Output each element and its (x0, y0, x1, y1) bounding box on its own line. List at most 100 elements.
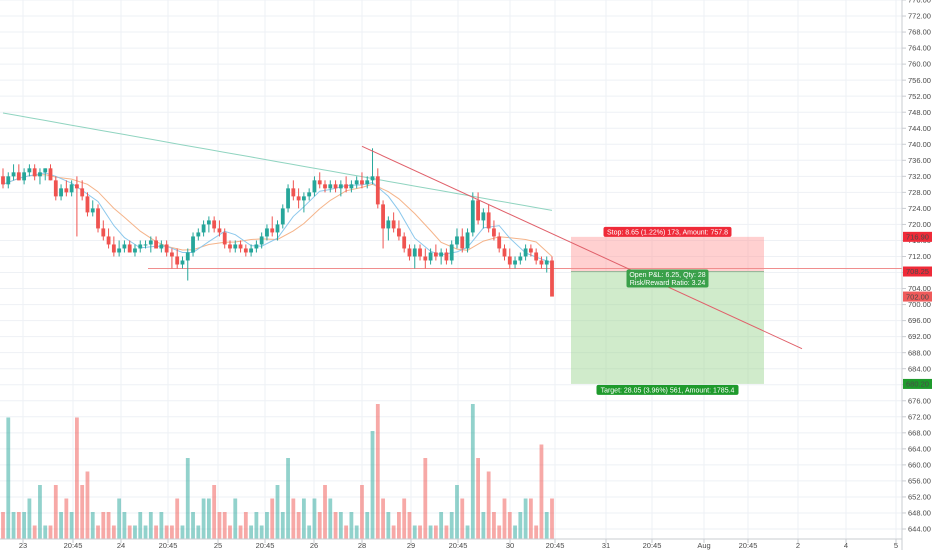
candle-body (344, 184, 349, 189)
volume-bar (354, 525, 359, 539)
candle-body (127, 244, 132, 253)
volume-bar (492, 512, 496, 539)
price-tick-label: 740.00 (908, 140, 931, 149)
pnl-label: Open P&L: 6.25, Qty: 28 (629, 272, 705, 279)
candle-body (175, 256, 180, 265)
candle-body (275, 224, 280, 233)
volume-bar (375, 404, 380, 539)
time-tick-label: 26 (310, 541, 318, 550)
volume-bar (53, 485, 58, 539)
price-tick-label: 664.00 (908, 444, 931, 453)
volume-bar (323, 485, 327, 539)
candle-body (544, 260, 549, 265)
candle-body (507, 256, 512, 265)
candle-body (407, 248, 412, 257)
time-tick-label: 20:45 (546, 541, 565, 550)
candle-body (492, 228, 496, 237)
candle-body (53, 180, 58, 197)
price-tick-label: 736.00 (908, 156, 931, 165)
price-tick-label: 688.00 (908, 348, 931, 357)
price-tick-label: 728.00 (908, 188, 931, 197)
time-tick-label: 29 (407, 541, 415, 550)
short-position-tool[interactable] (571, 236, 764, 384)
volume-bar (16, 512, 21, 539)
target-label: Target: 28.05 (3.96%) 561, Amount: 1785.… (601, 387, 735, 394)
candle-body (375, 176, 380, 205)
candle-body (27, 168, 32, 173)
volume-bar (301, 498, 306, 539)
moving-average-line (2, 112, 553, 211)
candle-body (48, 168, 53, 181)
volume-bar (170, 525, 174, 539)
stop-price-tag (903, 231, 932, 242)
volume-bar (428, 525, 433, 539)
candle-body (228, 244, 232, 249)
volume-bar (259, 525, 264, 539)
volume-bar (550, 498, 554, 539)
volume-bar (455, 485, 459, 539)
time-tick-label: 23 (19, 541, 27, 550)
candle-body (259, 236, 264, 245)
candle-body (349, 184, 354, 189)
volume-bar (317, 512, 322, 539)
price-tick-label: 724.00 (908, 204, 931, 213)
volume-bar (486, 471, 491, 539)
candle-body (254, 244, 259, 249)
volume-bar (433, 525, 438, 539)
candle-body (111, 244, 116, 253)
candle-body (333, 184, 338, 189)
candle-body (449, 244, 454, 261)
volume-bar (386, 512, 391, 539)
price-tick-label: 748.00 (908, 108, 931, 117)
candle-body (317, 180, 322, 185)
candle-body (133, 248, 137, 253)
volume-bar (101, 512, 106, 539)
candle-body (354, 180, 359, 185)
candle-body (486, 212, 491, 229)
candle-body (323, 184, 327, 189)
price-tick-label: 720.00 (908, 220, 931, 229)
time-tick-label: 20:45 (643, 541, 662, 550)
candle-body (534, 252, 539, 261)
candle-body (381, 204, 385, 229)
price-tick-label: 684.00 (908, 364, 931, 373)
price-tick-label: 652.00 (908, 493, 931, 502)
volume-bar (465, 525, 470, 539)
time-tick-label: 20:45 (739, 541, 758, 550)
volume-bar (254, 512, 259, 539)
candle-body (439, 252, 444, 257)
volume-bar (476, 458, 480, 539)
stop-label-box (603, 226, 732, 237)
time-tick-label: 20:45 (256, 541, 275, 550)
time-tick-label: 31 (602, 541, 610, 550)
volume-bar (544, 512, 549, 539)
volume-bar (122, 512, 127, 539)
volume-bar (523, 498, 528, 539)
volume-bar (470, 404, 475, 539)
stop-zone[interactable] (571, 236, 764, 272)
price-tick-label: 772.00 (908, 12, 931, 21)
volume-bar (175, 498, 180, 539)
time-axis[interactable]: 23 20:45 24 20:45 25 20:45 26 28 29 20:45 30 20:45 3… (0, 538, 902, 550)
price-tick-label: 776.00 (908, 0, 931, 5)
candle-body (185, 252, 190, 261)
volume-bar (148, 512, 153, 539)
volume-bar (265, 512, 269, 539)
volume-bar (439, 512, 444, 539)
volume-bar (243, 512, 248, 539)
candle-body (270, 228, 275, 233)
candle-body (513, 260, 517, 265)
candle-body (338, 184, 343, 189)
candle-body (238, 244, 243, 249)
target-zone[interactable] (571, 271, 764, 384)
candle-body (90, 208, 95, 213)
volume-bars (1, 404, 554, 539)
volume-bar (370, 431, 375, 539)
volume-bar (497, 525, 502, 539)
last-price-tag-text: 702.00 (906, 292, 929, 301)
trend-line[interactable] (361, 145, 803, 350)
price-tick-label: 732.00 (908, 172, 931, 181)
volume-bar (307, 525, 312, 539)
stop-price-tag-text: 716.90 (906, 233, 929, 242)
